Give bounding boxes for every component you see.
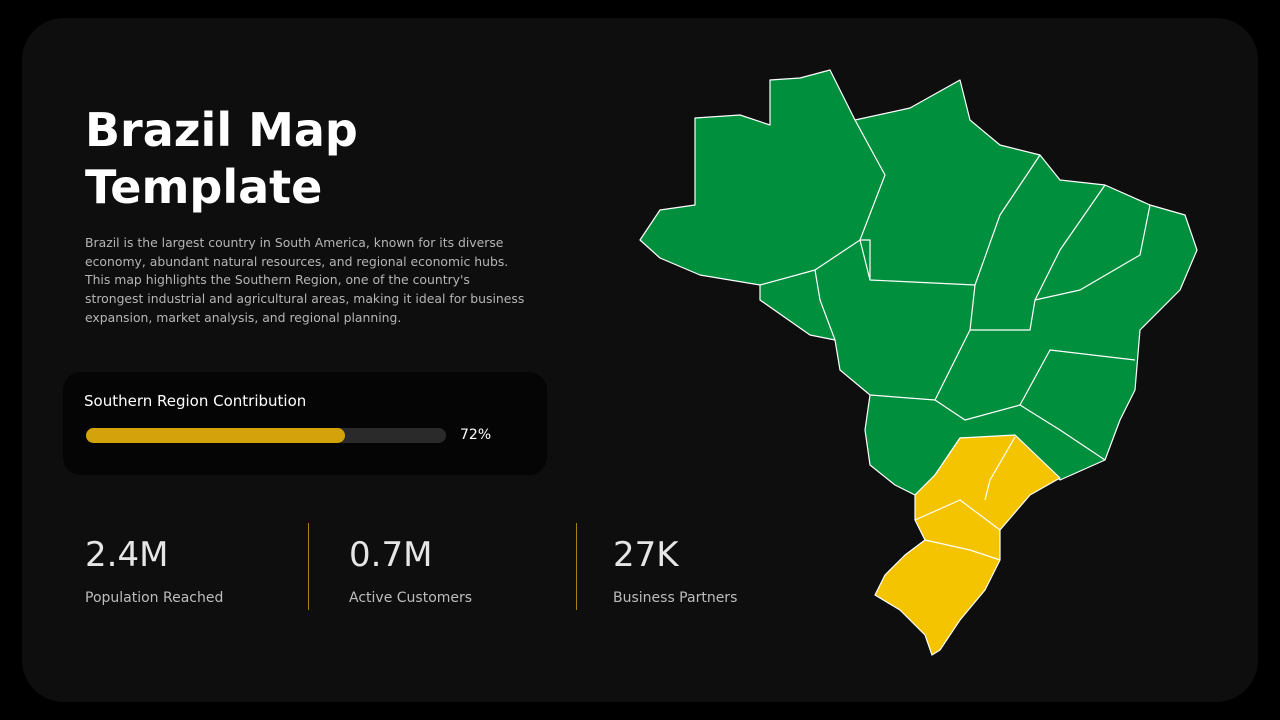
progress-fill bbox=[86, 428, 346, 443]
divider bbox=[308, 523, 309, 610]
progress-card: Southern Region Contribution 72% bbox=[63, 372, 547, 475]
stat-label: Business Partners bbox=[613, 590, 738, 606]
stat: 2.4M Population Reached bbox=[85, 534, 223, 606]
stat: 0.7M Active Customers bbox=[349, 534, 472, 606]
stat-label: Population Reached bbox=[85, 590, 224, 606]
description: Brazil is the largest country in South A… bbox=[85, 235, 525, 325]
title-line: Brazil Map bbox=[85, 103, 358, 157]
progress-value: 72% bbox=[460, 427, 492, 443]
progress-label: Southern Region Contribution bbox=[84, 392, 307, 410]
stat-value: 27K bbox=[613, 535, 679, 575]
stat-value: 2.4M bbox=[85, 535, 169, 575]
stat-value: 0.7M bbox=[349, 535, 433, 575]
state-borders bbox=[759, 119, 1151, 561]
divider bbox=[576, 523, 577, 610]
title: Brazil Map Template bbox=[85, 102, 545, 216]
progress-track bbox=[86, 428, 446, 443]
title-line: Template bbox=[85, 160, 323, 214]
map-region-yellow bbox=[874, 434, 1061, 656]
stat-label: Active Customers bbox=[349, 590, 473, 606]
stat: 27K Business Partners bbox=[613, 534, 737, 606]
